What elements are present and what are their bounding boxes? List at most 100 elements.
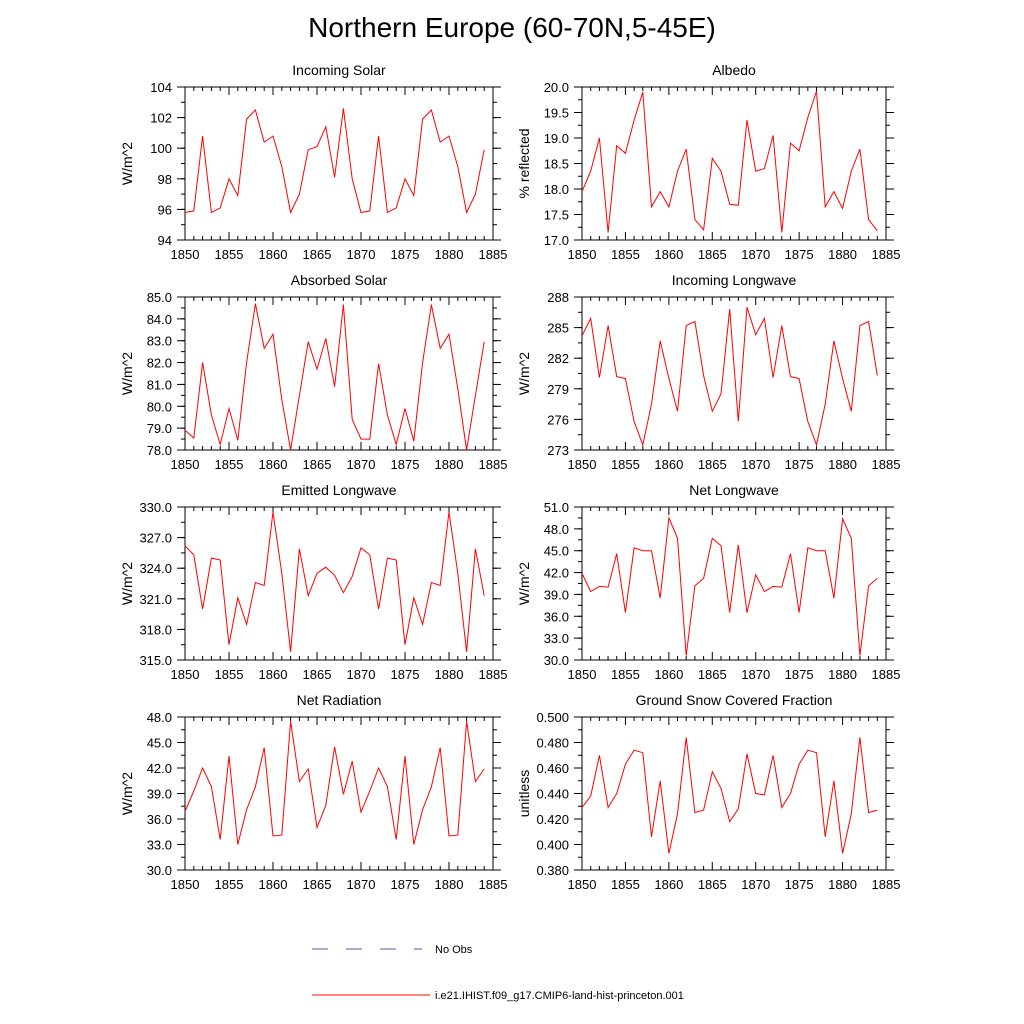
y-tick-label: 0.480 xyxy=(536,736,569,751)
x-tick-label: 1875 xyxy=(785,667,814,682)
series-line xyxy=(581,307,878,447)
x-tick-label: 1860 xyxy=(654,457,683,472)
x-tick-label: 1885 xyxy=(872,877,901,892)
x-tick-label: 1865 xyxy=(303,457,332,472)
panel-3: Absorbed Solar W/m^2 1850 1855 1860 1865 1870 1… xyxy=(119,272,507,472)
plot-frame xyxy=(184,86,494,241)
x-tick-label: 1855 xyxy=(215,877,244,892)
x-tick-label: 1855 xyxy=(215,667,244,682)
x-tick-label: 1850 xyxy=(171,457,200,472)
x-tick-label: 1885 xyxy=(479,667,508,682)
panel-title: Emitted Longwave xyxy=(281,482,396,498)
series-line xyxy=(184,721,485,845)
x-tick-label: 1880 xyxy=(828,247,857,262)
x-tick-label: 1870 xyxy=(741,667,770,682)
y-tick-label: 39.0 xyxy=(544,587,569,602)
x-tick-label: 1885 xyxy=(479,457,508,472)
series-line xyxy=(184,512,485,652)
y-tick-label: 33.0 xyxy=(147,838,172,853)
x-tick-label: 1880 xyxy=(435,457,464,472)
x-tick-label: 1850 xyxy=(568,247,597,262)
legend-obs-label: No Obs xyxy=(435,944,473,956)
x-tick-label: 1870 xyxy=(347,247,376,262)
y-tick-label: 81.0 xyxy=(147,377,172,392)
x-tick-label: 1875 xyxy=(391,877,420,892)
y-tick-label: 0.400 xyxy=(536,838,569,853)
y-tick-label: 285 xyxy=(547,321,569,336)
x-tick-label: 1850 xyxy=(171,877,200,892)
x-tick-label: 1885 xyxy=(872,457,901,472)
y-tick-label: 84.0 xyxy=(147,312,172,327)
x-tick-label: 1855 xyxy=(611,247,640,262)
plot-frame xyxy=(184,716,494,871)
y-tick-label: 0.420 xyxy=(536,812,569,827)
y-axis-label: W/m^2 xyxy=(119,352,135,395)
legend: No Obs i.e21.IHIST.f09_g17.CMIP6-land-hi… xyxy=(312,944,684,1002)
panel-2: Albedo % reflected 1850 1855 1860 1865 1870 187… xyxy=(516,62,900,262)
series-line xyxy=(581,515,878,656)
series-line xyxy=(184,303,485,451)
x-tick-label: 1880 xyxy=(828,877,857,892)
series-line xyxy=(581,90,878,233)
x-tick-label: 1855 xyxy=(611,667,640,682)
y-tick-label: 102 xyxy=(150,111,172,126)
y-tick-label: 273 xyxy=(547,443,569,458)
x-tick-label: 1885 xyxy=(479,247,508,262)
x-tick-label: 1870 xyxy=(741,877,770,892)
series-line xyxy=(184,108,485,215)
y-tick-label: 20.0 xyxy=(544,80,569,95)
y-tick-label: 17.0 xyxy=(544,233,569,248)
x-tick-label: 1875 xyxy=(391,667,420,682)
y-tick-label: 100 xyxy=(150,141,172,156)
plot-frame xyxy=(581,716,887,871)
x-tick-label: 1860 xyxy=(259,247,288,262)
y-tick-label: 80.0 xyxy=(147,399,172,414)
x-tick-label: 1855 xyxy=(611,457,640,472)
panel-title: Incoming Longwave xyxy=(672,272,797,288)
x-tick-label: 1880 xyxy=(828,667,857,682)
x-tick-label: 1855 xyxy=(215,457,244,472)
panel-title: Net Radiation xyxy=(297,692,382,708)
y-tick-label: 318.0 xyxy=(139,622,172,637)
y-tick-label: 42.0 xyxy=(147,761,172,776)
x-tick-label: 1850 xyxy=(568,457,597,472)
panel-title: Albedo xyxy=(712,62,756,78)
panel-8: Ground Snow Covered Fraction unitless 1850… xyxy=(516,692,900,892)
x-tick-label: 1875 xyxy=(785,457,814,472)
x-tick-label: 1850 xyxy=(171,667,200,682)
x-tick-label: 1860 xyxy=(654,247,683,262)
y-tick-label: 324.0 xyxy=(139,561,172,576)
x-tick-label: 1870 xyxy=(347,877,376,892)
x-tick-label: 1865 xyxy=(303,247,332,262)
y-tick-label: 45.0 xyxy=(544,544,569,559)
x-tick-label: 1865 xyxy=(698,247,727,262)
x-tick-label: 1875 xyxy=(391,247,420,262)
panel-1: Incoming Solar W/m^2 1850 1855 1860 1865 1870 1… xyxy=(119,62,507,262)
panel-5: Emitted Longwave W/m^2 1850 1855 1860 1865 187… xyxy=(119,482,507,682)
y-tick-label: 0.380 xyxy=(536,863,569,878)
x-tick-label: 1850 xyxy=(568,877,597,892)
y-tick-label: 19.0 xyxy=(544,131,569,146)
x-tick-label: 1865 xyxy=(303,877,332,892)
x-tick-label: 1865 xyxy=(303,667,332,682)
y-tick-label: 85.0 xyxy=(147,290,172,305)
y-tick-label: 33.0 xyxy=(544,631,569,646)
y-tick-label: 276 xyxy=(547,412,569,427)
y-tick-label: 96 xyxy=(158,202,172,217)
plot-frame xyxy=(581,86,887,241)
panel-4: Incoming Longwave W/m^2 1850 1855 1860 1865 18… xyxy=(516,272,900,472)
y-tick-label: 315.0 xyxy=(139,653,172,668)
x-tick-label: 1855 xyxy=(611,877,640,892)
x-tick-label: 1860 xyxy=(654,877,683,892)
y-tick-label: 83.0 xyxy=(147,334,172,349)
y-axis-label: W/m^2 xyxy=(516,352,532,395)
y-tick-label: 79.0 xyxy=(147,421,172,436)
y-tick-label: 78.0 xyxy=(147,443,172,458)
panel-title: Incoming Solar xyxy=(292,62,386,78)
x-tick-label: 1860 xyxy=(654,667,683,682)
y-tick-label: 98 xyxy=(158,172,172,187)
y-tick-label: 279 xyxy=(547,382,569,397)
x-tick-label: 1860 xyxy=(259,667,288,682)
y-axis-label: W/m^2 xyxy=(516,562,532,605)
x-tick-label: 1870 xyxy=(741,247,770,262)
